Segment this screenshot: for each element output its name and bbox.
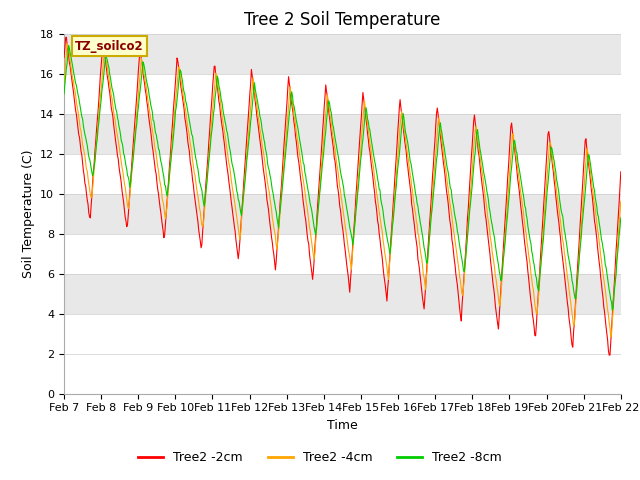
Text: TZ_soilco2: TZ_soilco2 [75, 40, 144, 53]
Bar [64, 313, 621, 354]
Legend: Tree2 -2cm, Tree2 -4cm, Tree2 -8cm: Tree2 -2cm, Tree2 -4cm, Tree2 -8cm [133, 446, 507, 469]
Y-axis label: Soil Temperature (C): Soil Temperature (C) [22, 149, 35, 278]
Bar [64, 234, 621, 274]
Bar [64, 354, 621, 394]
Bar [64, 274, 621, 313]
Bar [64, 34, 621, 73]
Bar [64, 114, 621, 154]
Title: Tree 2 Soil Temperature: Tree 2 Soil Temperature [244, 11, 440, 29]
X-axis label: Time: Time [327, 419, 358, 432]
Bar [64, 154, 621, 193]
Bar [64, 193, 621, 234]
Bar [64, 73, 621, 114]
